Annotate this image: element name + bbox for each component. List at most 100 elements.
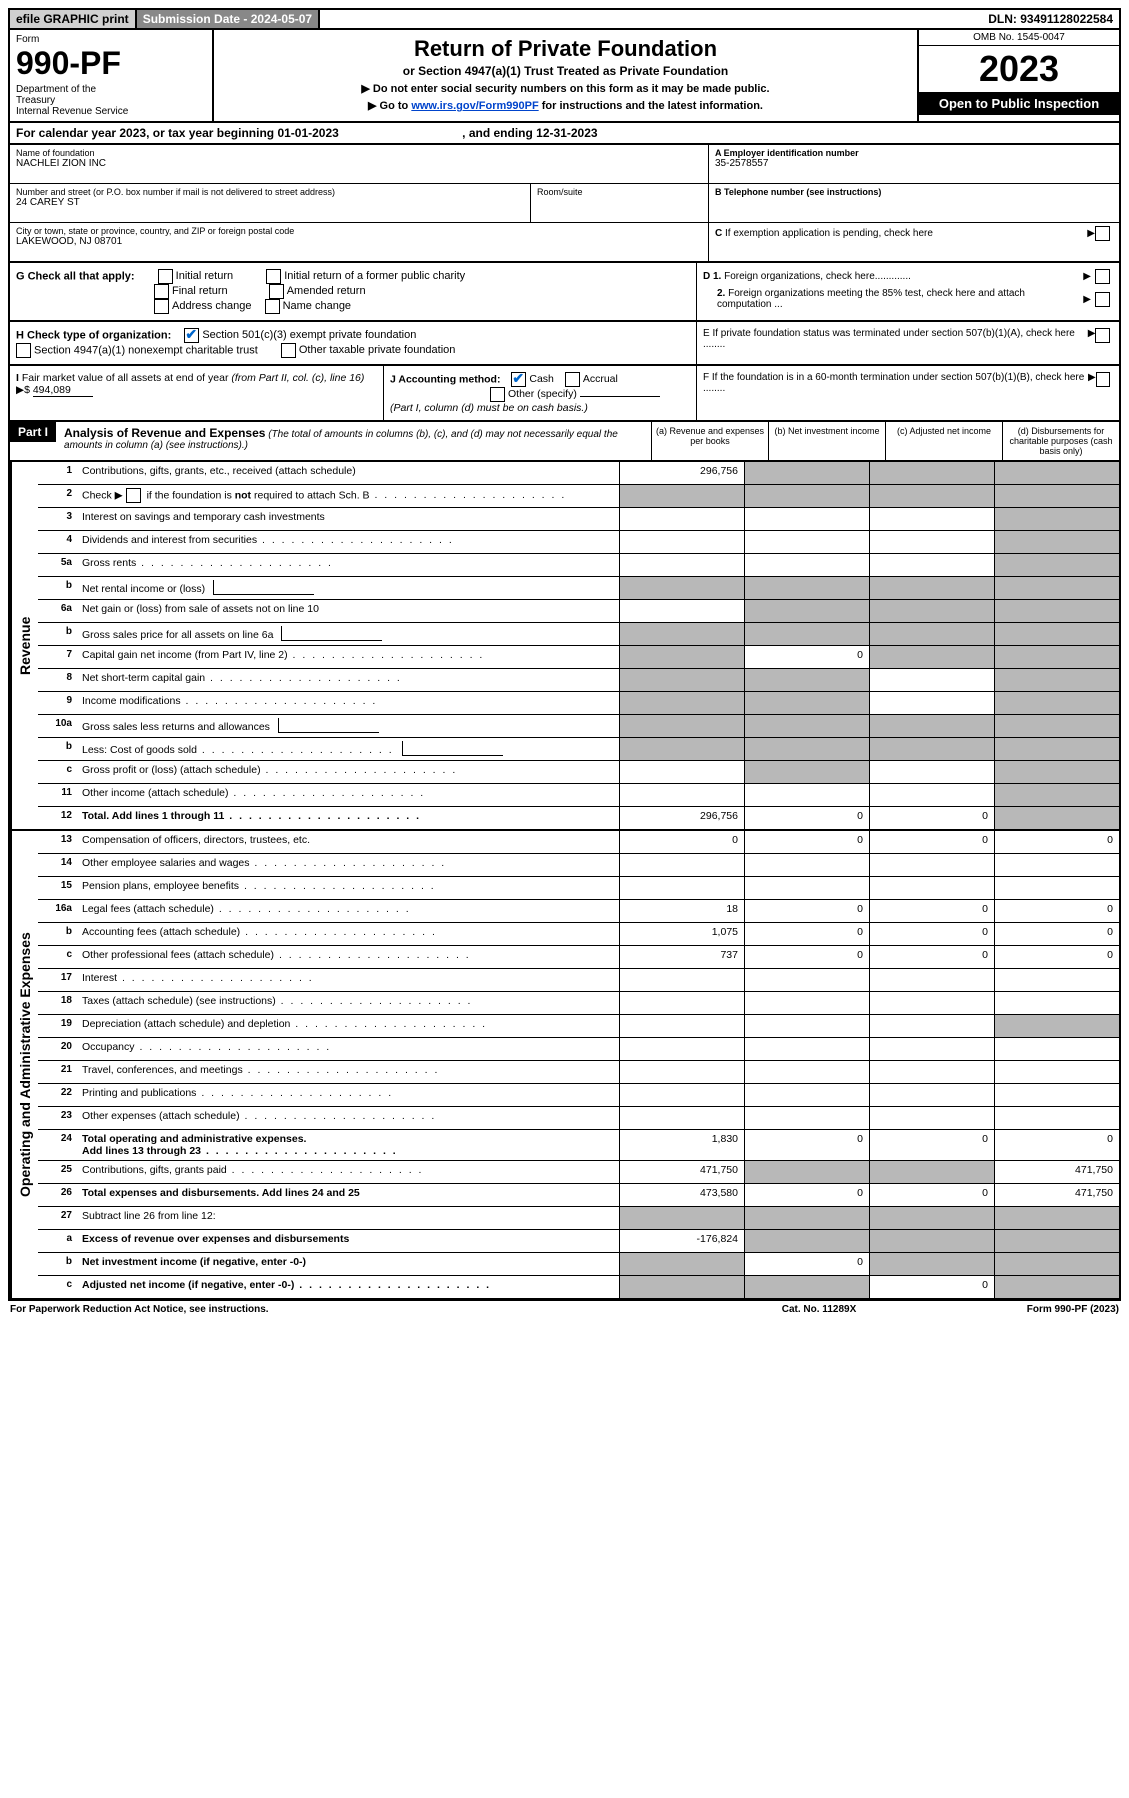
checkbox-e[interactable]	[1095, 328, 1110, 343]
checkbox-cash[interactable]	[511, 372, 526, 387]
omb-number: OMB No. 1545-0047	[919, 30, 1119, 46]
cell-b	[744, 1276, 869, 1298]
ln: 19	[38, 1015, 78, 1037]
desc: Net gain or (loss) from sale of assets n…	[78, 600, 619, 622]
checkbox-address[interactable]	[154, 299, 169, 314]
section-g-d: G Check all that apply: Initial return I…	[8, 263, 1121, 322]
ln: 10a	[38, 715, 78, 737]
cell-a	[619, 877, 744, 899]
row-6b: bGross sales price for all assets on lin…	[38, 623, 1119, 646]
ln: b	[38, 577, 78, 599]
ein-label: A Employer identification number	[715, 148, 859, 158]
row-27c: cAdjusted net income (if negative, enter…	[38, 1276, 1119, 1298]
subdate-label: Submission Date -	[143, 12, 251, 26]
ln: 15	[38, 877, 78, 899]
checkbox-c[interactable]	[1095, 226, 1110, 241]
cell-b	[744, 669, 869, 691]
exemption-cell: C If exemption application is pending, c…	[709, 223, 1119, 261]
ln: 22	[38, 1084, 78, 1106]
row-27: 27Subtract line 26 from line 12:	[38, 1207, 1119, 1230]
r16b-desc: Accounting fees (attach schedule)	[82, 926, 240, 938]
cell-d	[994, 577, 1119, 599]
j-label: J Accounting method:	[390, 373, 500, 385]
efile-print-button[interactable]: efile GRAPHIC print	[10, 10, 137, 28]
r20-desc: Occupancy	[82, 1041, 135, 1053]
desc: Subtract line 26 from line 12:	[78, 1207, 619, 1229]
checkbox-other[interactable]	[490, 387, 505, 402]
dln-label: DLN:	[988, 12, 1020, 26]
cell-b	[744, 1107, 869, 1129]
row-18: 18Taxes (attach schedule) (see instructi…	[38, 992, 1119, 1015]
desc: Total. Add lines 1 through 11	[78, 807, 619, 829]
h-opt3: Other taxable private foundation	[299, 344, 456, 356]
inline-box	[213, 580, 314, 595]
form-note1: ▶ Do not enter social security numbers o…	[222, 82, 909, 95]
checkbox-other-tax[interactable]	[281, 343, 296, 358]
r8-desc: Net short-term capital gain	[82, 672, 205, 684]
cell-c	[869, 715, 994, 737]
cell-d: 471,750	[994, 1161, 1119, 1183]
checkbox-501c3[interactable]	[184, 328, 199, 343]
irs-link[interactable]: www.irs.gov/Form990PF	[411, 100, 538, 112]
ln: 5a	[38, 554, 78, 576]
cell-d	[994, 1061, 1119, 1083]
cell-b	[744, 969, 869, 991]
desc: Less: Cost of goods sold	[78, 738, 619, 760]
cell-d	[994, 807, 1119, 829]
desc: Gross rents	[78, 554, 619, 576]
checkbox-initial-former[interactable]	[266, 269, 281, 284]
revenue-rows: 1Contributions, gifts, grants, etc., rec…	[38, 462, 1119, 829]
r4-desc: Dividends and interest from securities	[82, 534, 257, 546]
open-public-badge: Open to Public Inspection	[919, 92, 1119, 115]
checkbox-schb[interactable]	[126, 488, 141, 503]
cell-d	[994, 1084, 1119, 1106]
r2-post: if the foundation is not required to att…	[144, 489, 370, 501]
desc: Adjusted net income (if negative, enter …	[78, 1276, 619, 1298]
cell-d	[994, 992, 1119, 1014]
checkbox-initial[interactable]	[158, 269, 173, 284]
checkbox-final[interactable]	[154, 284, 169, 299]
cell-b	[744, 1015, 869, 1037]
ln: 13	[38, 831, 78, 853]
c-text: If exemption application is pending, che…	[725, 228, 933, 239]
checkbox-d2[interactable]	[1095, 292, 1110, 307]
checkbox-d1[interactable]	[1095, 269, 1110, 284]
cell-c	[869, 1061, 994, 1083]
checkbox-4947[interactable]	[16, 343, 31, 358]
row-26: 26Total expenses and disbursements. Add …	[38, 1184, 1119, 1207]
form-subtitle: or Section 4947(a)(1) Trust Treated as P…	[222, 64, 909, 78]
cell-b	[744, 1230, 869, 1252]
expenses-rows: 13Compensation of officers, directors, t…	[38, 831, 1119, 1298]
j-note: (Part I, column (d) must be on cash basi…	[390, 402, 588, 414]
cell-c	[869, 1038, 994, 1060]
h-opt2: Section 4947(a)(1) nonexempt charitable …	[34, 344, 258, 356]
ln: 20	[38, 1038, 78, 1060]
cell-d: 0	[994, 1130, 1119, 1160]
checkbox-accrual[interactable]	[565, 372, 580, 387]
part1-title-area: Analysis of Revenue and Expenses (The to…	[56, 422, 651, 455]
row-10a: 10aGross sales less returns and allowanc…	[38, 715, 1119, 738]
cell-d: 0	[994, 831, 1119, 853]
checkbox-amended[interactable]	[269, 284, 284, 299]
cell-d	[994, 1038, 1119, 1060]
cell-c	[869, 1107, 994, 1129]
cell-a	[619, 531, 744, 553]
cell-b: 0	[744, 1184, 869, 1206]
cell-d	[994, 646, 1119, 668]
ln: 24	[38, 1130, 78, 1160]
cell-a	[619, 692, 744, 714]
cell-d	[994, 462, 1119, 484]
ln: 27	[38, 1207, 78, 1229]
cell-d	[994, 1276, 1119, 1298]
row-24: 24Total operating and administrative exp…	[38, 1130, 1119, 1161]
r25-desc: Contributions, gifts, grants paid	[82, 1164, 227, 1176]
ln: 14	[38, 854, 78, 876]
checkbox-name[interactable]	[265, 299, 280, 314]
cell-b	[744, 1161, 869, 1183]
cell-a	[619, 1015, 744, 1037]
cell-d	[994, 485, 1119, 507]
col-c-header: (c) Adjusted net income	[885, 422, 1002, 460]
footer-left: For Paperwork Reduction Act Notice, see …	[10, 1304, 719, 1315]
checkbox-f[interactable]	[1096, 372, 1110, 387]
ln: 2	[38, 485, 78, 507]
